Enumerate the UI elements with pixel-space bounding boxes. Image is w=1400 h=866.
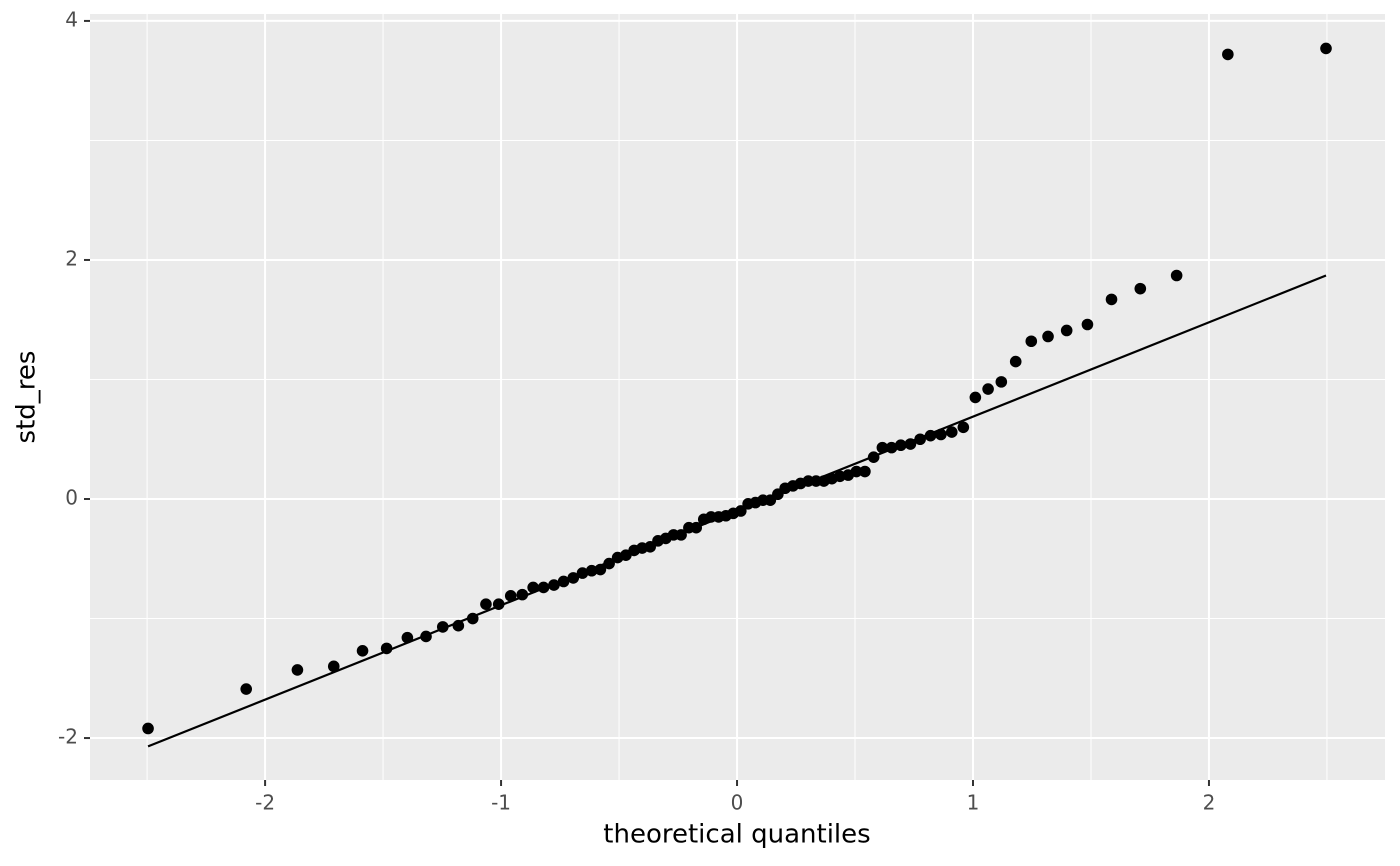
point [356,644,369,657]
x-tick-label: -1 [491,791,511,815]
point [982,383,994,395]
point [1025,335,1038,348]
point [1170,269,1183,282]
point [557,575,570,588]
point [1222,48,1234,61]
point [690,521,703,534]
point [291,664,304,676]
point [504,590,517,602]
point [850,465,863,478]
point [401,631,414,644]
point [585,564,598,577]
point [594,563,607,576]
x-tick-label: 2 [1203,791,1216,815]
y-tick-label: 2 [65,246,78,270]
point [576,567,589,579]
point [480,598,492,610]
point [466,612,479,625]
point [957,421,970,434]
point [735,505,747,517]
point [1009,355,1022,368]
point [924,429,937,442]
point [1081,318,1094,331]
point [142,722,154,735]
point [327,660,340,673]
point [240,683,253,695]
point [1042,330,1054,343]
point [567,572,580,584]
point [1320,42,1332,55]
grid [90,14,1385,780]
y-axis-title: std_res [12,351,42,444]
y-tick-label: 0 [65,486,78,510]
point [914,433,926,446]
point [548,579,560,591]
point [492,598,505,610]
point [885,441,898,454]
point [995,376,1008,388]
point [904,438,917,450]
y-tick-label: 4 [65,7,78,31]
point [603,557,615,570]
point [436,621,449,633]
x-axis-title: theoretical quantiles [603,820,870,850]
point [675,529,687,541]
point [876,441,889,454]
point [527,581,539,594]
point [380,642,393,655]
point [1134,282,1147,295]
point [945,426,958,438]
point [1105,293,1118,306]
point [867,451,880,463]
point [935,428,947,441]
point [420,630,432,643]
point [452,619,465,632]
point [537,581,550,594]
point [859,465,871,478]
point [516,588,529,601]
x-tick-label: 0 [731,791,744,815]
point [894,439,907,452]
y-tick-label: -2 [58,725,78,749]
x-tick-label: 1 [967,791,980,815]
marks [142,42,1332,748]
point [1060,324,1073,337]
point [969,391,982,404]
x-tick-label: -2 [255,791,275,815]
